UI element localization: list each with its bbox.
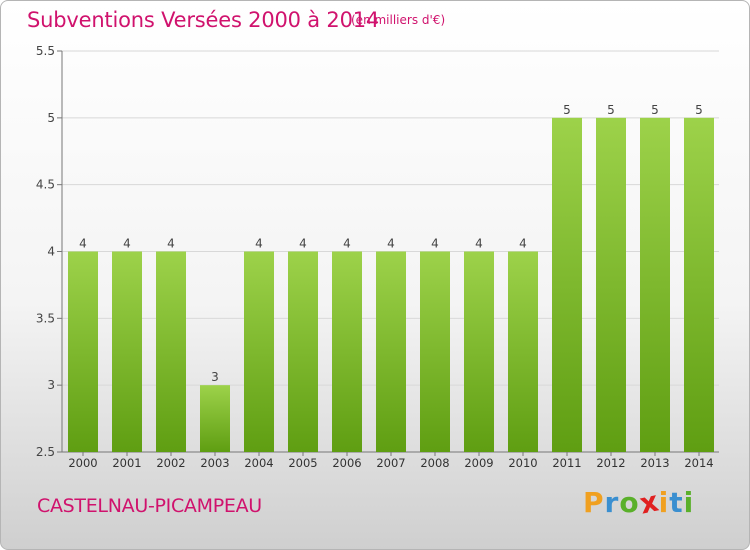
data-label-2002: 4 <box>167 237 175 251</box>
bar-2001 <box>112 251 142 452</box>
data-label-2011: 5 <box>563 103 571 117</box>
data-label-2010: 4 <box>519 237 527 251</box>
data-label-2003: 3 <box>211 370 219 384</box>
data-labels: 4 4 4 3 4 4 4 4 4 4 4 5 5 5 5 <box>79 103 703 384</box>
bar-2000 <box>68 251 98 452</box>
y-tick-label: 3.5 <box>36 311 55 325</box>
chart-subtitle: (en milliers d'€) <box>351 13 446 27</box>
y-tick-label: 2.5 <box>36 445 55 459</box>
x-tick-label-2014: 2014 <box>684 456 713 470</box>
y-tick-label: 4 <box>47 245 55 259</box>
commune-name: CASTELNAU-PICAMPEAU <box>37 495 262 517</box>
data-label-2014: 5 <box>695 103 703 117</box>
logo-letter: r <box>604 486 620 519</box>
bar-2007 <box>376 251 406 452</box>
logo-letter: P <box>583 486 605 519</box>
logo-letter: i <box>683 486 695 519</box>
data-label-2004: 4 <box>255 237 263 251</box>
y-tick-label: 4.5 <box>36 178 55 192</box>
x-tick-label-2005: 2005 <box>288 456 317 470</box>
bar-2014 <box>684 117 714 452</box>
data-label-2005: 4 <box>299 237 307 251</box>
x-tick-label-2004: 2004 <box>244 456 273 470</box>
x-tick-label-2010: 2010 <box>508 456 537 470</box>
x-tick-label-2009: 2009 <box>464 456 493 470</box>
data-label-2007: 4 <box>387 237 395 251</box>
proxiti-logo[interactable]: Proxiti <box>583 484 695 520</box>
y-tick-label: 5.5 <box>36 44 55 58</box>
x-tick-label-2007: 2007 <box>376 456 405 470</box>
x-tick-label-2011: 2011 <box>552 456 581 470</box>
data-label-2009: 4 <box>475 237 483 251</box>
bar-2012 <box>596 117 626 452</box>
x-tick-label-2003: 2003 <box>200 456 229 470</box>
data-label-2006: 4 <box>343 237 351 251</box>
bar-2009 <box>464 251 494 452</box>
bars <box>68 117 714 452</box>
data-label-2013: 5 <box>651 103 659 117</box>
x-tick-label-2000: 2000 <box>68 456 97 470</box>
bar-2005 <box>288 251 318 452</box>
logo-letter: t <box>669 486 684 519</box>
bar-2002 <box>156 251 186 452</box>
logo-letter: i <box>658 486 670 519</box>
data-label-2008: 4 <box>431 237 439 251</box>
tick-labels: 2.5 3 3.5 4 4.5 5 5.5 2000 2001 2002 2003 2004 2005 2… <box>36 44 714 470</box>
y-tick-label: 5 <box>47 111 55 125</box>
bar-2010 <box>508 251 538 452</box>
data-label-2001: 4 <box>123 237 131 251</box>
bar-2006 <box>332 251 362 452</box>
data-label-2012: 5 <box>607 103 615 117</box>
logo-letter: o <box>619 486 640 519</box>
x-tick-label-2008: 2008 <box>420 456 449 470</box>
data-label-2000: 4 <box>79 237 87 251</box>
bar-2003 <box>200 385 230 452</box>
bar-2011 <box>552 117 582 452</box>
x-tick-label-2012: 2012 <box>596 456 625 470</box>
x-tick-label-2002: 2002 <box>156 456 185 470</box>
x-tick-label-2001: 2001 <box>112 456 141 470</box>
bar-2013 <box>640 117 670 452</box>
bar-2004 <box>244 251 274 452</box>
x-tick-label-2006: 2006 <box>332 456 361 470</box>
chart-title: Subventions Versées 2000 à 2014 <box>27 8 380 32</box>
bar-2008 <box>420 251 450 452</box>
y-tick-label: 3 <box>47 378 55 392</box>
x-tick-label-2013: 2013 <box>640 456 669 470</box>
